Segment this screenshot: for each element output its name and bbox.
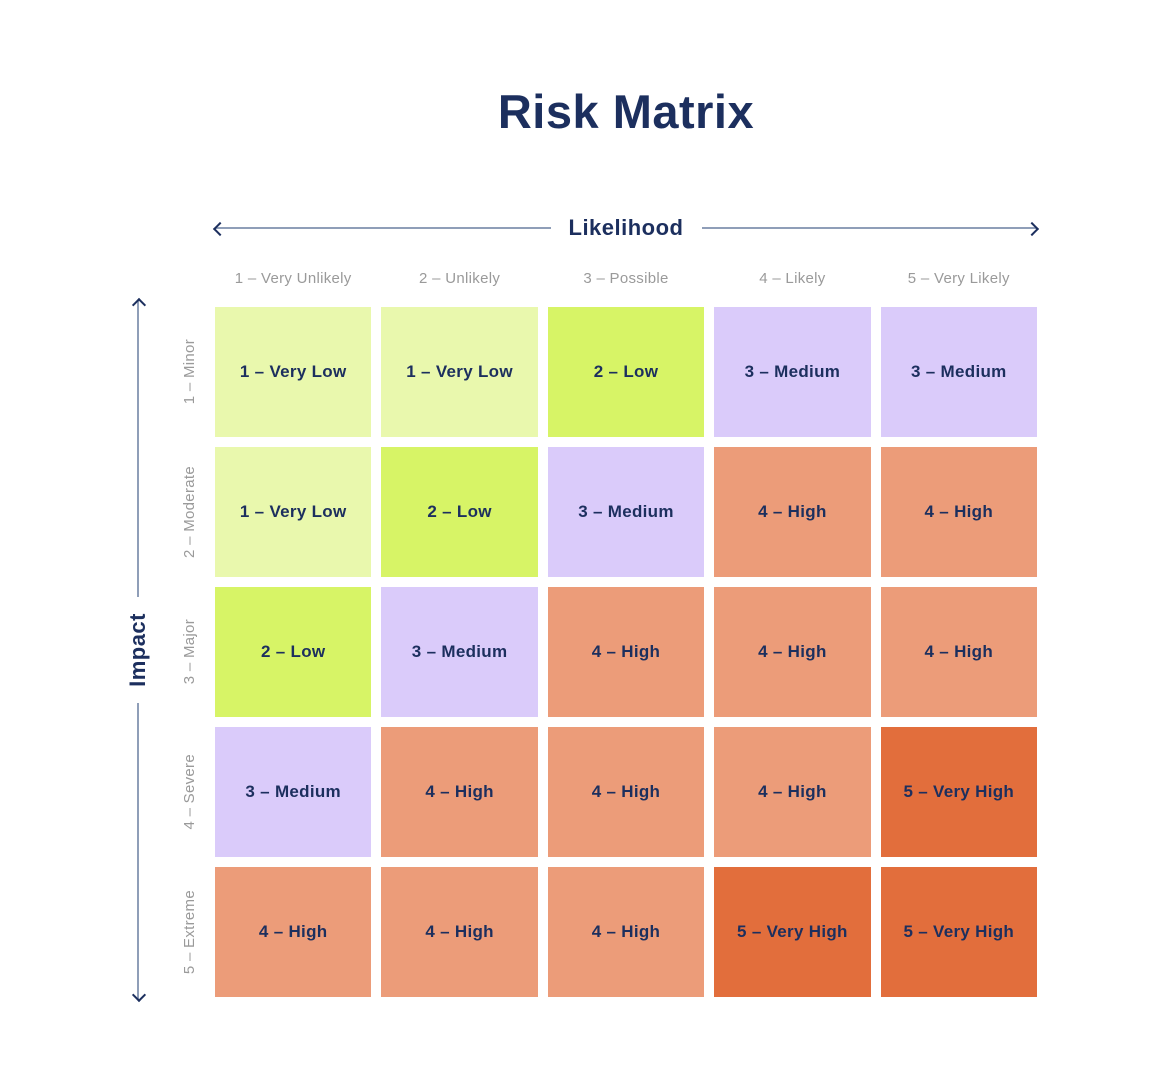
cell-label: 4 – High (591, 782, 661, 801)
impact-axis-arrow-down-icon (137, 702, 139, 1001)
cell-label: 4 – High (924, 502, 994, 521)
cell-label: 1 – Very Low (239, 502, 347, 521)
matrix-cell-r3c4: 4 – High (714, 587, 871, 717)
cell-label: 5 – Very High (903, 922, 1015, 941)
cell-label: 3 – Medium (910, 362, 1007, 381)
matrix-cell-r1c4: 3 – Medium (714, 307, 871, 437)
matrix-cell-r4c3: 4 – High (547, 727, 705, 857)
column-header-3: 3 – Possible (583, 270, 669, 287)
likelihood-axis-label: Likelihood (568, 215, 684, 240)
matrix-cell-r1c1: 1 – Very Low (215, 307, 372, 437)
matrix-cell-r5c5: 5 – Very High (880, 867, 1037, 997)
cell-label: 4 – High (924, 642, 994, 661)
matrix-cell-r2c4: 4 – High (714, 447, 871, 577)
impact-axis: Impact (125, 300, 150, 1001)
cell-label: 5 – Very High (737, 922, 848, 941)
impact-axis-arrow-up-icon (137, 300, 139, 598)
matrix-cell-r5c1: 4 – High (215, 867, 372, 997)
likelihood-axis-arrow-right-icon (701, 227, 1037, 229)
page-title: Risk Matrix (497, 85, 755, 138)
column-header-1: 1 – Very Unlikely (234, 270, 352, 287)
row-header-4: 4 – Severe (180, 754, 198, 830)
matrix-cell-r2c2: 2 – Low (381, 447, 538, 577)
cell-label: 4 – High (425, 922, 494, 941)
cell-label: 4 – High (591, 642, 661, 661)
row-header-1: 1 – Minor (180, 339, 198, 405)
cell-label: 2 – Low (260, 642, 326, 661)
matrix-cell-r4c4: 4 – High (714, 727, 871, 857)
column-headers: 1 – Very Unlikely 2 – Unlikely 3 – Possi… (215, 270, 1037, 287)
cell-label: 3 – Medium (245, 782, 341, 801)
matrix-cell-r3c5: 4 – High (880, 587, 1037, 717)
likelihood-axis-arrow-left-icon (215, 227, 551, 229)
cell-label: 4 – High (258, 922, 328, 941)
matrix-cell-r3c3: 4 – High (547, 587, 705, 717)
cell-label: 5 – Very High (903, 782, 1015, 801)
cell-label: 2 – Low (593, 362, 659, 381)
cell-label: 4 – High (758, 502, 827, 521)
matrix-cell-r1c3: 2 – Low (547, 307, 705, 437)
row-header-3: 3 – Major (180, 619, 198, 685)
cell-label: 3 – Medium (578, 502, 674, 521)
matrix-cell-r1c5: 3 – Medium (880, 307, 1037, 437)
matrix-cell-r2c1: 1 – Very Low (215, 447, 372, 577)
matrix-cell-r5c4: 5 – Very High (714, 867, 871, 997)
matrix-cell-r4c2: 4 – High (381, 727, 538, 857)
cell-label: 1 – Very Low (406, 362, 513, 381)
matrix-cell-r1c2: 1 – Very Low (381, 307, 538, 437)
cell-label: 1 – Very Low (239, 362, 347, 381)
matrix-cell-r2c3: 3 – Medium (547, 447, 705, 577)
likelihood-axis: Likelihood (215, 215, 1037, 241)
cell-label: 4 – High (758, 642, 827, 661)
column-header-4: 4 – Likely (759, 270, 826, 287)
matrix-cell-r3c2: 3 – Medium (381, 587, 538, 717)
column-header-2: 2 – Unlikely (419, 270, 501, 287)
matrix-cell-r5c2: 4 – High (381, 867, 538, 997)
impact-axis-label: Impact (125, 613, 150, 687)
matrix-cell-r4c1: 3 – Medium (215, 727, 372, 857)
cell-label: 3 – Medium (744, 362, 841, 381)
cell-label: 4 – High (425, 782, 494, 801)
row-headers: 1 – Minor 2 – Moderate 3 – Major 4 – Sev… (176, 307, 202, 997)
cell-label: 4 – High (758, 782, 827, 801)
cell-label: 3 – Medium (411, 642, 508, 661)
matrix-cell-r3c1: 2 – Low (215, 587, 372, 717)
cell-label: 4 – High (591, 922, 661, 941)
matrix-cell-r5c3: 4 – High (547, 867, 705, 997)
risk-matrix-grid: 1 – Very Low 1 – Very Low 2 – Low 3 – Me… (215, 307, 1037, 997)
column-header-5: 5 – Very Likely (907, 270, 1010, 287)
matrix-cell-r2c5: 4 – High (880, 447, 1037, 577)
row-header-2: 2 – Moderate (180, 466, 198, 558)
row-header-5: 5 – Extreme (180, 889, 198, 975)
matrix-cell-r4c5: 5 – Very High (880, 727, 1037, 857)
cell-label: 2 – Low (427, 502, 492, 521)
